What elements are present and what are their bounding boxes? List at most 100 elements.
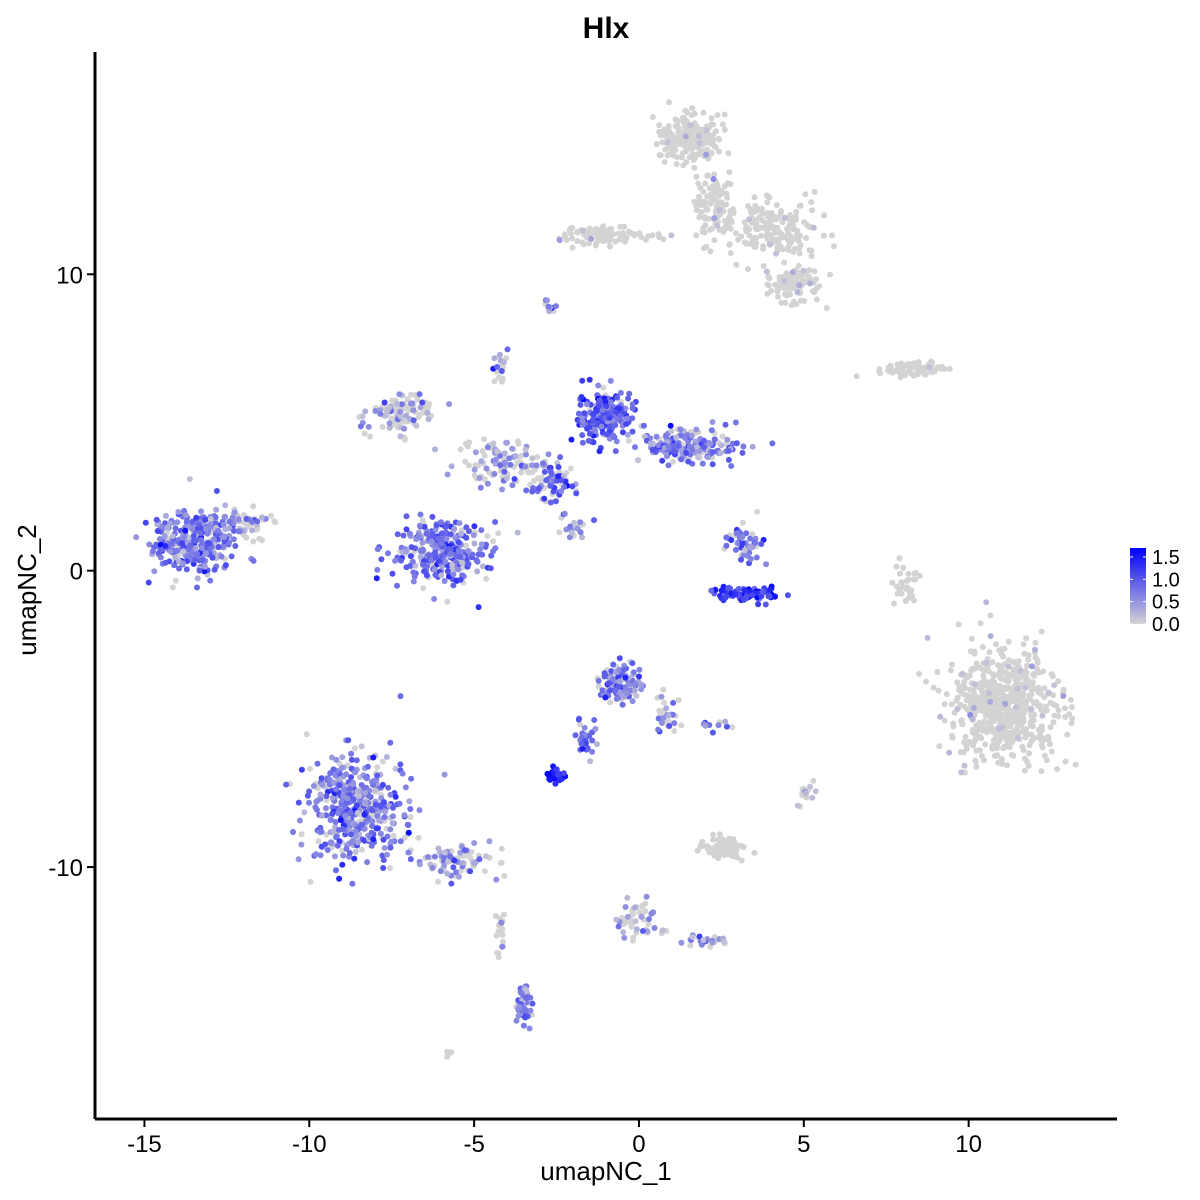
cell-point [1043,703,1049,710]
cell-point [633,692,640,699]
cell-point [518,469,525,476]
cell-point [592,725,599,732]
cell-point [941,366,948,372]
cell-point [333,756,340,763]
cell-point [656,128,663,135]
cell-point [936,743,943,750]
cell-point [186,476,193,482]
cell-point [575,410,582,417]
cell-point [774,244,781,251]
cell-point [629,698,636,705]
cell-point [529,462,536,469]
cell-point [697,184,704,191]
cell-point [404,821,411,828]
cell-point [577,519,584,526]
cell-point [723,723,730,730]
cell-point [1029,663,1035,670]
cell-point [259,537,266,544]
cell-point [416,522,423,529]
cell-point [197,525,204,531]
cell-point [946,365,953,372]
cell-point [995,759,1002,766]
cell-point [319,781,326,788]
cell-point [808,247,815,254]
cell-point [707,248,714,255]
cell-point [803,221,810,228]
cell-point [1025,652,1032,659]
cell-point [676,139,683,146]
cell-point [1008,751,1015,758]
cell-point [586,733,593,739]
cell-point [579,227,586,234]
cell-point [298,841,305,848]
cell-point [387,791,394,798]
cell-point [478,527,485,534]
cell-point [796,245,803,252]
cell-point [598,423,605,430]
cell-point [401,834,408,841]
cell-point [394,582,400,589]
cell-point [163,512,169,519]
cell-point [666,145,673,152]
cell-point [444,598,451,605]
cell-point [1003,709,1010,716]
cell-point [468,849,475,856]
cell-point [986,690,992,697]
cell-point [162,559,169,566]
cell-point [821,212,828,219]
cell-point [317,791,324,798]
cell-point [142,519,149,526]
cell-point [348,750,355,757]
cell-point [820,232,827,239]
cell-point [738,857,745,864]
cell-point [704,193,711,200]
cell-point [746,240,753,247]
cell-point [711,237,718,244]
cell-point [979,679,986,686]
cell-point [664,139,671,146]
cell-point [900,370,906,376]
cell-point [228,553,235,560]
cell-point [398,401,405,408]
cell-point [387,844,394,851]
cell-point [1014,734,1021,741]
cell-point [419,539,426,546]
cell-point [599,687,606,694]
cell-point [465,561,472,567]
cell-point [180,560,187,567]
cell-point [998,733,1005,740]
cell-point [987,612,994,619]
cell-point [1002,700,1009,707]
cell-point [894,361,901,368]
cell-point [680,162,687,169]
cell-point [1008,671,1015,678]
cell-point [693,173,700,180]
cell-point [732,419,739,426]
cell-point [1022,674,1029,681]
cell-point [705,172,712,179]
cell-point [1069,715,1076,722]
cell-point [712,187,718,194]
cell-point [153,541,160,548]
cell-point [374,764,381,771]
cell-point [545,451,552,458]
colorbar-label: 1.0 [1152,569,1180,591]
colorbar [1130,548,1146,624]
cell-point [172,577,179,584]
cell-point [397,433,404,440]
cell-point [164,524,171,531]
cell-point [758,593,765,600]
cell-point [739,534,746,540]
cell-point [1003,762,1010,769]
cell-point [337,817,344,824]
cell-point [968,694,975,701]
cell-point [448,463,455,470]
cell-point [221,534,228,540]
cell-point [589,748,596,755]
cell-point [749,592,756,599]
cell-point [342,812,349,819]
cell-point [438,519,444,526]
cell-point [1055,678,1062,685]
cell-point [250,557,257,564]
